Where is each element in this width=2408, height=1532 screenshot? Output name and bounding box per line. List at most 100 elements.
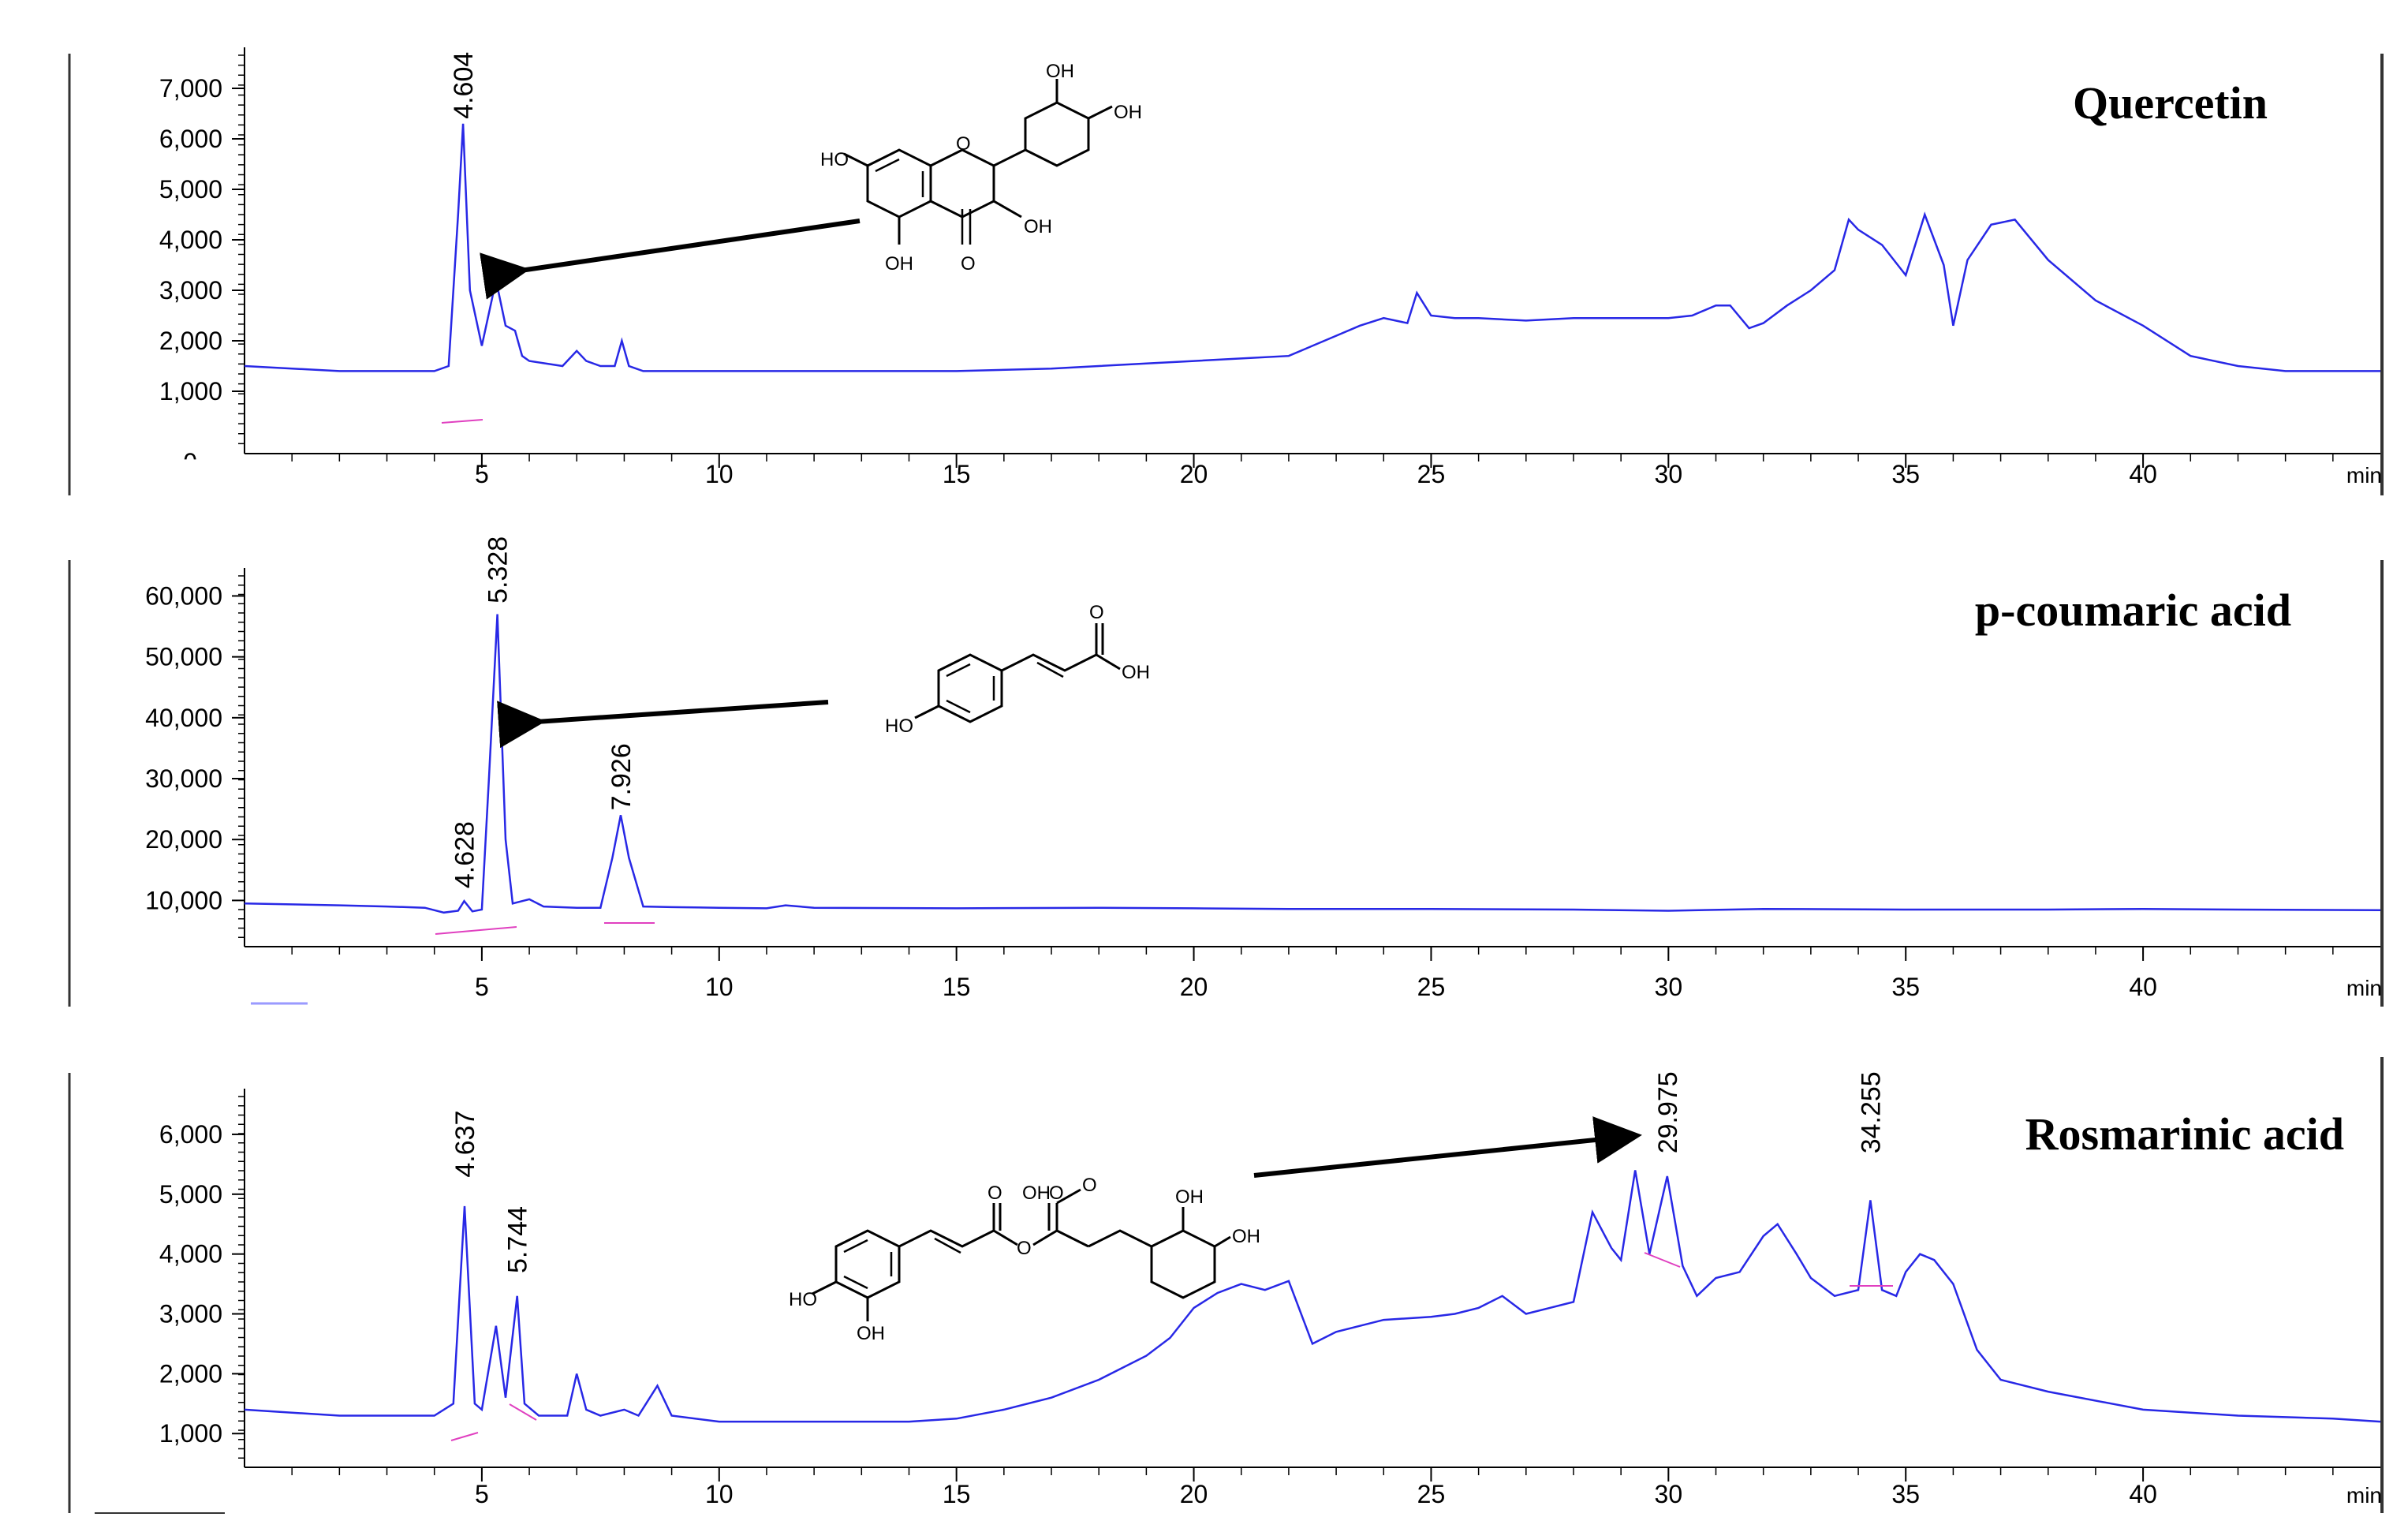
structure-label: OH — [1122, 662, 1150, 683]
annotation-arrow — [1253, 1116, 1642, 1178]
panel-title: p-coumaric acid — [1975, 585, 2291, 636]
structure-label: O — [956, 133, 971, 155]
structure-label: O — [1082, 1175, 1097, 1196]
peak-label: 4.604 — [449, 52, 479, 119]
structure-label: HO — [820, 149, 849, 170]
peak-label: 4.637 — [450, 1111, 480, 1178]
x-tick-label: 20 — [1180, 460, 1208, 488]
peak-labels: 4.637 5.744 29.975 34.255 — [450, 1071, 1886, 1273]
integration-baseline — [509, 1403, 537, 1421]
y-tick-label: 4,000 — [159, 1240, 222, 1269]
y-tick-label: 4,000 — [159, 226, 222, 254]
structure-label: OH — [1024, 216, 1052, 237]
structure-label: O — [1089, 602, 1104, 623]
x-tick-label: 5 — [475, 1480, 489, 1508]
y-tick-label: 1,000 — [159, 1419, 222, 1448]
peak-label: 7.926 — [607, 743, 637, 810]
panel-p-coumaric-acid: 10,000 20,000 30,000 40,000 50,000 60,000 5 10 1… — [68, 536, 2384, 1007]
panel-title: Quercetin — [2073, 77, 2268, 129]
peak-label: 5.328 — [483, 536, 513, 603]
y-tick-label: 3,000 — [159, 276, 222, 305]
y-tick-label: 10,000 — [145, 886, 222, 914]
chart-axes: 10,000 20,000 30,000 40,000 50,000 60,000 5 10 1… — [145, 568, 2382, 1001]
x-tick-label: 25 — [1417, 1480, 1446, 1508]
integration-baseline — [450, 1432, 479, 1441]
y-tick-label: 6,000 — [159, 1120, 222, 1149]
structure-label: OH — [1232, 1226, 1260, 1247]
y-tick-label-clipped: 0 — [183, 448, 197, 476]
x-tick-label: 25 — [1417, 973, 1446, 1001]
peak-label: 5.744 — [503, 1206, 533, 1273]
y-tick-label: 6,000 — [159, 125, 222, 153]
x-tick-label: 15 — [943, 460, 971, 488]
integration-baseline — [441, 419, 483, 424]
p-coumaric-structure: O OH HO — [885, 602, 1150, 737]
x-tick-label: 10 — [705, 973, 734, 1001]
y-tick-label: 40,000 — [145, 704, 222, 732]
x-tick-label: 15 — [943, 973, 971, 1001]
structure-label: OH — [1022, 1183, 1051, 1204]
x-unit-label: min — [2346, 463, 2382, 488]
structure-label: OH — [1175, 1186, 1204, 1208]
x-tick-label: 25 — [1417, 460, 1446, 488]
chart-axes: 1,000 2,000 3,000 4,000 5,000 6,000 5 10 15 20 25 3… — [159, 1089, 2382, 1508]
x-tick-label: 20 — [1180, 1480, 1208, 1508]
x-tick-label: 30 — [1655, 460, 1683, 488]
y-tick-label: 60,000 — [145, 581, 222, 610]
peak-labels: 4.628 5.328 7.926 — [450, 536, 637, 888]
x-tick-label: 5 — [475, 460, 489, 488]
structure-label: O — [1049, 1183, 1064, 1204]
y-tick-label: 7,000 — [159, 74, 222, 103]
x-tick-label: 5 — [475, 973, 489, 1001]
y-tick-label: 2,000 — [159, 327, 222, 355]
integration-baseline — [1644, 1252, 1681, 1268]
y-tick-label: 5,000 — [159, 175, 222, 204]
structure-label: O — [1017, 1238, 1032, 1259]
x-tick-label: 35 — [1891, 460, 1920, 488]
x-tick-label: 35 — [1891, 973, 1920, 1001]
y-tick-label: 50,000 — [145, 643, 222, 671]
structure-label: O — [961, 253, 976, 275]
peak-label: 4.628 — [450, 821, 480, 888]
peak-label: 29.975 — [1653, 1071, 1683, 1153]
structure-label: OH — [1114, 102, 1142, 123]
rosmarinic-structure: O O OH OH OH O O HO OH — [789, 1175, 1260, 1344]
x-tick-label: 30 — [1655, 1480, 1683, 1508]
chromatogram-trace — [244, 1170, 2381, 1423]
x-tick-label: 10 — [705, 460, 734, 488]
structure-label: OH — [885, 253, 913, 275]
annotation-arrow — [497, 700, 829, 749]
chart-axes: 1,000 2,000 3,000 4,000 5,000 6,000 7,000 0 5 10 1… — [159, 47, 2382, 488]
y-tick-label: 1,000 — [159, 377, 222, 405]
structure-label: OH — [1046, 61, 1074, 82]
x-unit-label: min — [2346, 1483, 2382, 1508]
structure-label: HO — [789, 1289, 817, 1310]
x-tick-label: 40 — [2129, 973, 2157, 1001]
y-tick-label: 30,000 — [145, 764, 222, 793]
y-tick-label: 20,000 — [145, 825, 222, 854]
y-tick-label: 2,000 — [159, 1359, 222, 1388]
x-tick-label: 10 — [705, 1480, 734, 1508]
x-tick-label: 40 — [2129, 1480, 2157, 1508]
y-tick-label: 3,000 — [159, 1300, 222, 1328]
x-tick-label: 30 — [1655, 973, 1683, 1001]
x-tick-label: 35 — [1891, 1480, 1920, 1508]
integration-baseline — [435, 926, 517, 935]
y-tick-label: 5,000 — [159, 1180, 222, 1209]
chromatogram-trace — [244, 614, 2381, 914]
panel-title: Rosmarinic acid — [2025, 1108, 2344, 1160]
structure-label: HO — [885, 716, 913, 737]
panel-rosmarinic-acid: 1,000 2,000 3,000 4,000 5,000 6,000 5 10 15 20 25 3… — [68, 1057, 2384, 1514]
peak-labels: 4.604 — [449, 52, 479, 119]
peak-label: 34.255 — [1856, 1071, 1886, 1153]
x-tick-label: 40 — [2129, 460, 2157, 488]
annotation-arrow — [480, 219, 861, 300]
x-tick-label: 20 — [1180, 973, 1208, 1001]
chromatogram-trace — [244, 123, 2380, 372]
panel-quercetin: 1,000 2,000 3,000 4,000 5,000 6,000 7,000 0 5 10 1… — [68, 47, 2384, 495]
x-tick-label: 15 — [943, 1480, 971, 1508]
x-unit-label: min — [2346, 976, 2382, 1000]
structure-label: OH — [857, 1323, 885, 1344]
structure-label: O — [987, 1183, 1002, 1204]
